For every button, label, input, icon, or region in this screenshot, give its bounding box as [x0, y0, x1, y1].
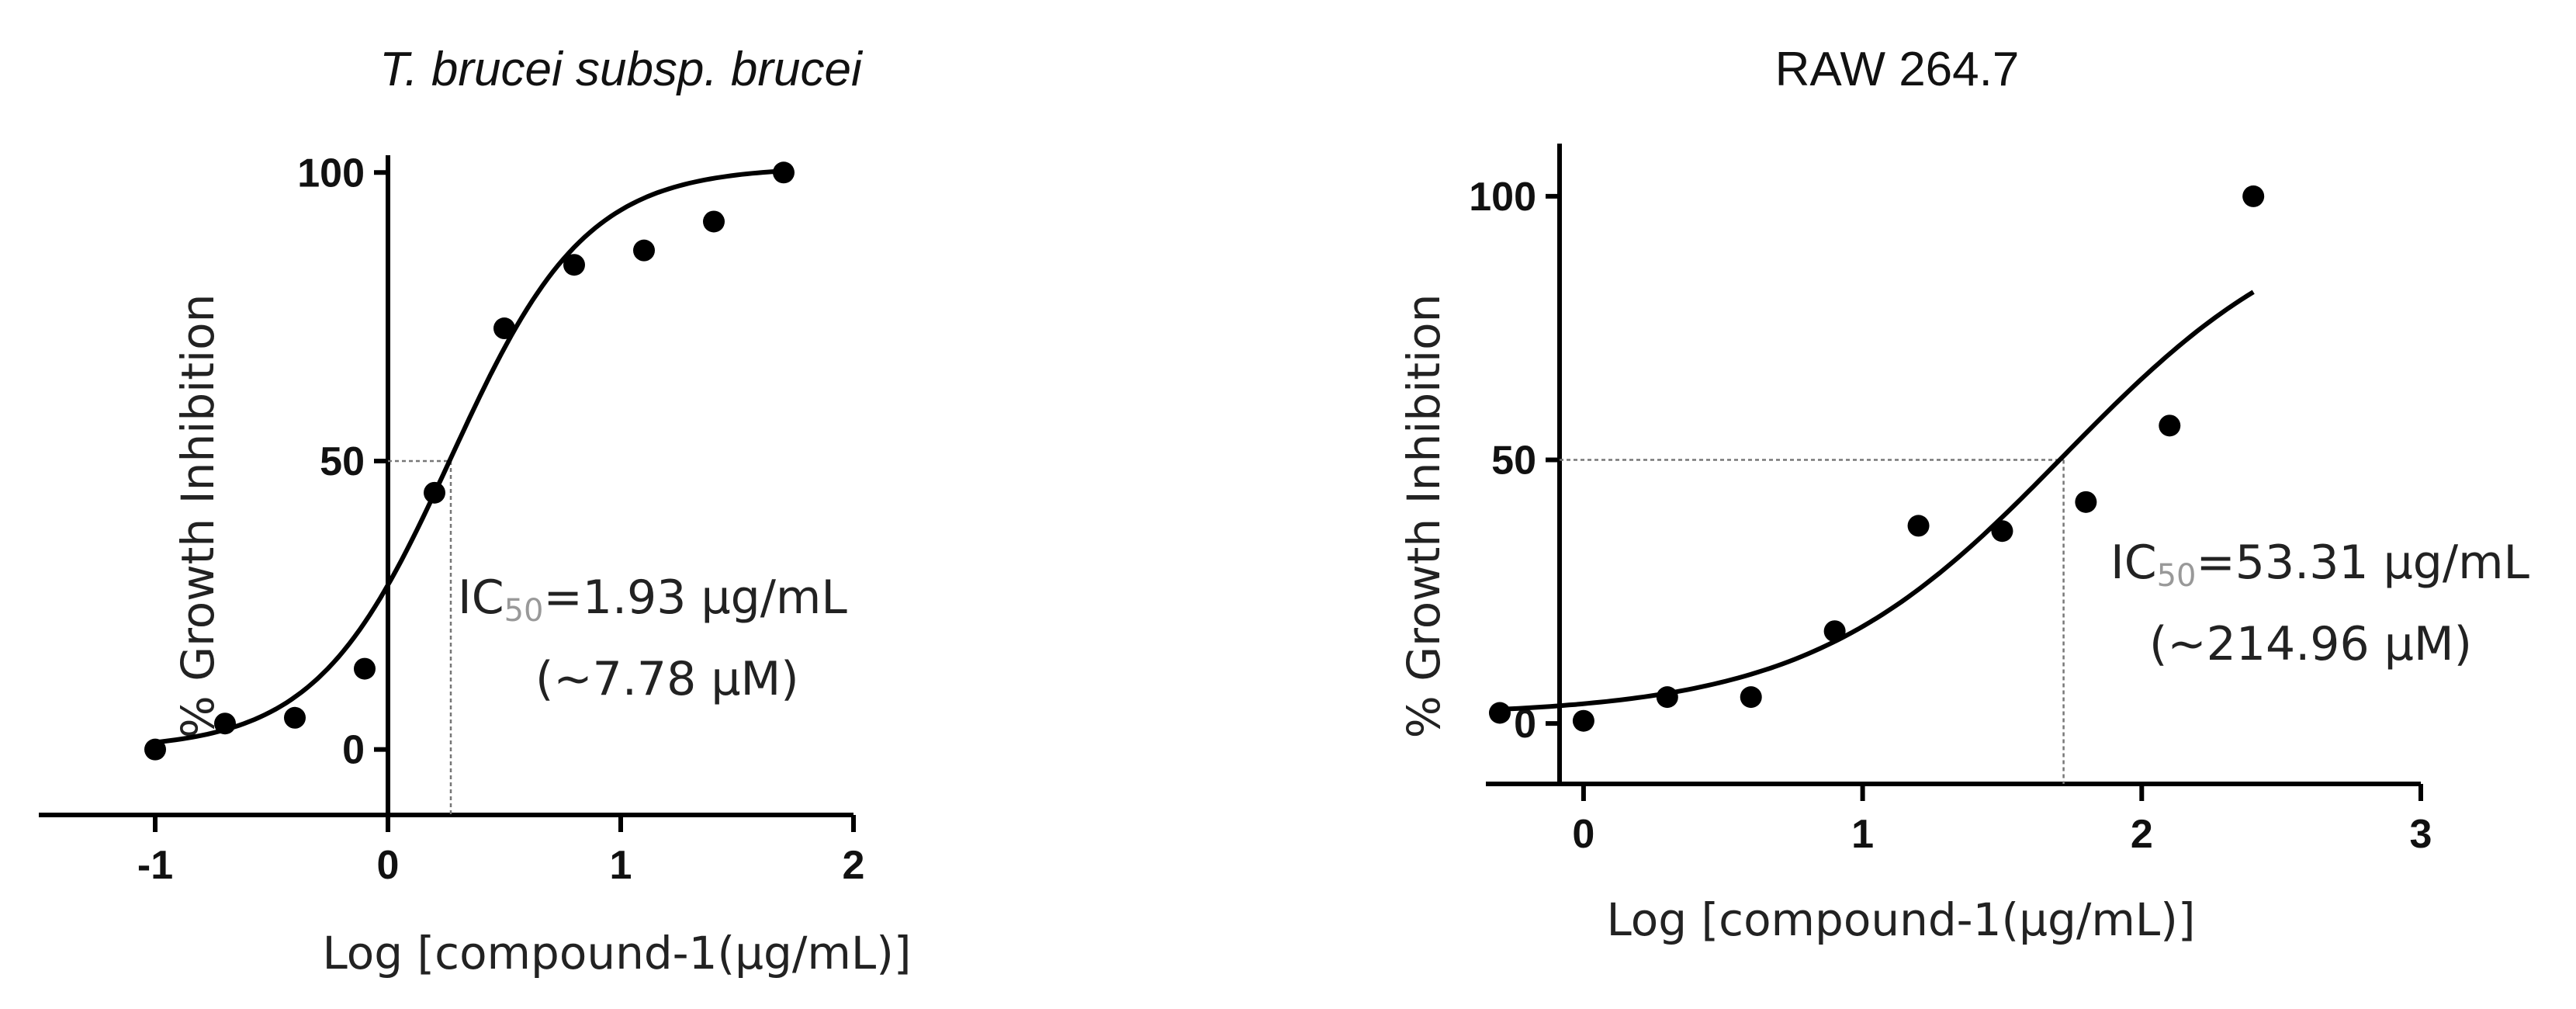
x-tick-label: 0 [377, 843, 400, 888]
ic50-prefix: IC [458, 570, 504, 625]
chart-title: RAW 264.7 [1775, 43, 2020, 96]
data-point [1572, 709, 1594, 732]
ic50-annotation: IC50=53.31 μg/mL [2110, 536, 2530, 594]
data-point [284, 706, 306, 729]
ic50-value: =53.31 μg/mL [2197, 536, 2530, 590]
ic50-molar: (~214.96 μM) [2149, 617, 2472, 671]
data-point [214, 713, 236, 735]
data-point [2159, 414, 2181, 437]
data-point [1907, 515, 1930, 537]
x-tick-label: 2 [2131, 812, 2153, 857]
data-points [1488, 185, 2265, 732]
data-point [493, 317, 515, 340]
fit-curve [1499, 290, 2255, 712]
ic50-guides [1560, 459, 2065, 784]
data-point [1656, 686, 1678, 709]
data-point [2242, 185, 2265, 207]
data-point [633, 239, 655, 262]
data-point [2075, 491, 2097, 513]
data-point [1488, 702, 1511, 724]
data-point [354, 657, 376, 680]
data-point [563, 254, 585, 276]
x-tick-label: 1 [1851, 812, 1874, 857]
x-axis: 0 1 2 3 [1486, 782, 2432, 857]
x-tick-label: -1 [137, 843, 173, 888]
y-axis-label: % Growth Inhibition [1397, 294, 1450, 739]
y-tick-label: 0 [342, 728, 365, 773]
data-point [1740, 686, 1762, 709]
ic50-guides [388, 459, 452, 815]
chart-title: T. brucei subsp. brucei [379, 43, 864, 96]
x-tick-label: 0 [1572, 812, 1594, 857]
ic50-annotation: IC50=1.93 μg/mL [458, 570, 847, 629]
data-points [144, 161, 795, 761]
y-tick-label: 50 [1491, 439, 1536, 484]
y-tick-label: 50 [320, 439, 365, 484]
ic50-prefix: IC [2110, 536, 2157, 590]
x-tick-label: 1 [610, 843, 632, 888]
ic50-molar: (~7.78 μM) [535, 652, 799, 706]
x-axis: -1 0 1 2 [39, 813, 865, 888]
y-tick-label: 100 [1469, 175, 1536, 220]
chart-raw-264-7: RAW 264.7 % Growth Inhibition Log [compo… [1397, 43, 2530, 946]
y-axis-label: % Growth Inhibition [171, 294, 224, 739]
fit-curve [154, 168, 784, 745]
ic50-subscript: 50 [2157, 558, 2197, 594]
x-axis-label: Log [compound-1(μg/mL)] [323, 927, 912, 980]
y-tick-label: 100 [297, 151, 365, 196]
data-point [773, 161, 795, 184]
data-point [1823, 620, 1846, 643]
data-point [424, 481, 445, 504]
y-axis: 0 50 100 [297, 151, 390, 815]
data-point [144, 738, 166, 761]
ic50-subscript: 50 [504, 593, 544, 629]
data-point [703, 210, 725, 233]
ic50-value: =1.93 μg/mL [544, 570, 848, 625]
chart-t-brucei: T. brucei subsp. brucei % Growth Inhibit… [39, 43, 911, 980]
x-tick-label: 3 [2410, 812, 2432, 857]
data-point [1991, 520, 2013, 543]
x-axis-label: Log [compound-1(μg/mL)] [1607, 893, 2196, 946]
x-tick-label: 2 [843, 843, 865, 888]
